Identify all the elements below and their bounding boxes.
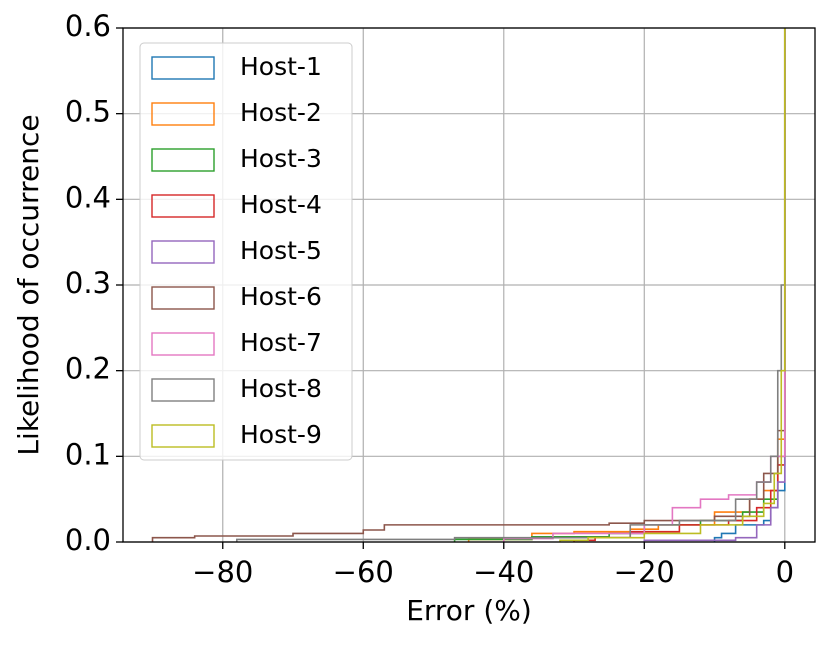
y-tick-label: 0.6 [65,9,111,43]
legend-swatch [151,286,215,310]
y-tick-label: 0.0 [65,523,111,557]
step-line [559,28,786,542]
legend-swatch [151,240,215,264]
legend-swatch [151,102,215,126]
y-tick-label: 0.3 [65,266,111,300]
x-tick-label: 0 [776,555,794,589]
step-line [573,28,786,542]
legend-swatch [151,194,215,218]
legend-label: Host-4 [240,190,322,219]
legend-label: Host-8 [240,374,322,403]
y-tick-label: 0.1 [65,437,111,471]
step-line [467,28,786,542]
legend-label: Host-2 [240,98,322,127]
legend-label: Host-7 [240,328,322,357]
legend-swatch [151,378,215,402]
lines [151,28,786,542]
x-tick-label: −20 [614,555,675,589]
y-tick-label: 0.4 [65,180,111,214]
legend-swatch [151,148,215,172]
legend-label: Host-6 [240,282,322,311]
legend: Host-1 Host-2 Host-3 Host-4 Host-5 Host-6 Host… [139,42,353,461]
legend-label: Host-3 [240,144,322,173]
x-tick-label: −40 [473,555,534,589]
legend-box [139,42,353,461]
x-tick-label: −60 [333,555,394,589]
y-axis-label: Likelihood of occurrence [12,114,45,455]
legend-swatch [151,424,215,448]
legend-label: Host-9 [240,420,322,449]
legend-swatch [151,56,215,80]
x-tick-label: −80 [192,555,253,589]
y-tick-label: 0.2 [65,352,111,386]
step-line [643,28,786,542]
ticks: −80 −60 −40 −20 0 0.0 0.1 0.2 0.3 0.4 0.5 0.6 [65,9,794,589]
legend-label: Host-1 [240,52,322,81]
step-line [713,28,786,542]
legend-label: Host-5 [240,236,322,265]
legend-swatch [151,332,215,356]
step-line [151,28,786,542]
x-axis-label: Error (%) [406,594,532,627]
y-tick-label: 0.5 [65,95,111,129]
